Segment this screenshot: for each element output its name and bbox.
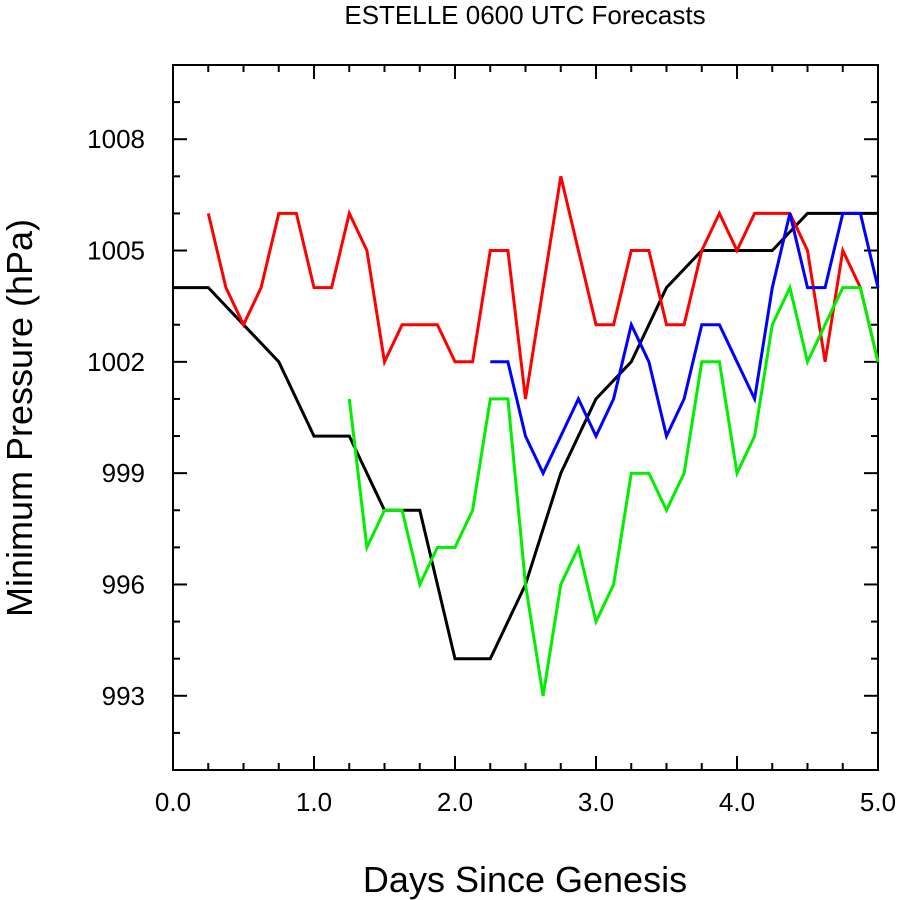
plot-frame <box>172 64 879 771</box>
series-lines <box>173 175 880 697</box>
x-axis-label: Days Since Genesis <box>363 859 687 900</box>
series-line-3 <box>490 211 880 477</box>
series-line-2 <box>206 175 880 400</box>
x-tick-label: 3.0 <box>578 787 614 817</box>
y-tick-label: 1005 <box>87 236 145 266</box>
x-tick-label: 5.0 <box>860 787 896 817</box>
y-tick-label: 1002 <box>87 347 145 377</box>
x-tick-label: 4.0 <box>719 787 755 817</box>
y-axis-label: Minimum Pressure (hPa) <box>0 219 40 617</box>
y-tick-label: 993 <box>102 681 145 711</box>
series-line-4 <box>347 283 880 697</box>
chart-title: ESTELLE 0600 UTC Forecasts <box>344 0 705 30</box>
y-tick-label: 1008 <box>87 124 145 154</box>
x-tick-label: 1.0 <box>296 787 332 817</box>
x-tick-label: 0.0 <box>155 787 191 817</box>
axis-ticks <box>172 64 879 771</box>
x-tick-label: 2.0 <box>437 787 473 817</box>
y-tick-label: 999 <box>102 458 145 488</box>
y-tick-label: 996 <box>102 569 145 599</box>
tick-labels: 0.0 1.0 2.0 3.0 4.0 5.0 993 996 999 1002 1005 1008 <box>87 124 896 817</box>
